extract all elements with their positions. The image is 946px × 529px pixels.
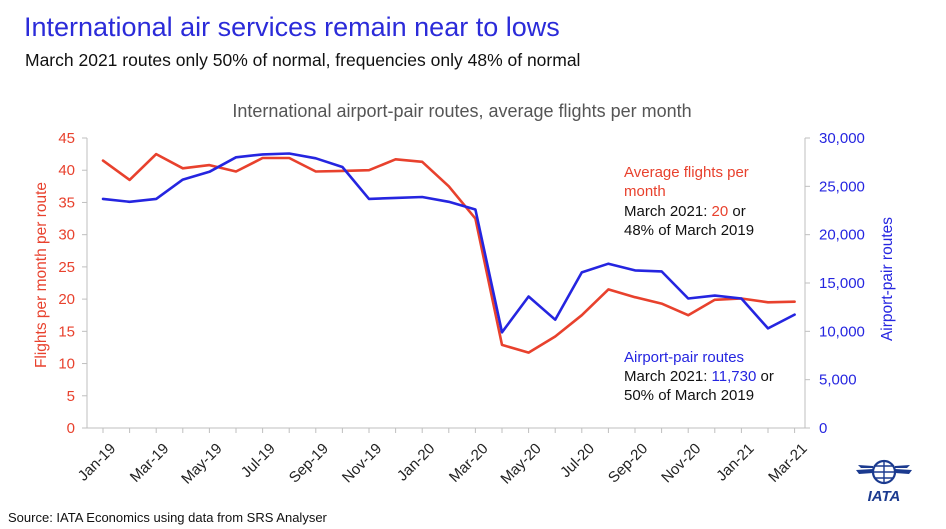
x-axis-tick-label: Nov-20 — [658, 440, 704, 486]
x-axis-tick-label: May-20 — [497, 440, 544, 487]
right-axis-tick-label: 25,000 — [819, 178, 865, 195]
chart-title: International airport-pair routes, avera… — [232, 101, 691, 121]
x-axis-tick-label: Mar-20 — [446, 440, 492, 486]
flights-annotation-prefix: March 2021: — [624, 203, 712, 220]
left-axis-tick-label: 15 — [58, 323, 75, 340]
left-axis-tick-label: 45 — [58, 130, 75, 147]
left-axis-tick-label: 10 — [58, 356, 75, 373]
left-axis-tick-label: 5 — [67, 388, 75, 405]
right-axis-title: Airport-pair routes — [879, 217, 896, 341]
source-note: Source: IATA Economics using data from S… — [8, 510, 327, 525]
chart-axes: 0 5 10 15 20 25 30 35 40 45 0 5,000 10,000 15,000 20,0… — [33, 130, 896, 488]
flights-annotation-heading: Average flights per — [624, 164, 749, 181]
routes-annotation-line2: 50% of March 2019 — [624, 387, 754, 404]
x-axis-tick-label: Mar-19 — [127, 440, 173, 486]
x-axis-tick-label: Sep-19 — [286, 440, 332, 486]
left-axis-tick-label: 40 — [58, 162, 75, 179]
page-subtitle: March 2021 routes only 50% of normal, fr… — [25, 50, 581, 70]
x-axis-tick-label: Sep-20 — [605, 440, 651, 486]
flights-annotation-line1: March 2021: 20 or — [624, 203, 746, 220]
x-axis-tick-label: Nov-19 — [339, 440, 385, 486]
chart-annotations: Average flights per month March 2021: 20 o… — [624, 164, 774, 404]
routes-annotation-suffix: or — [756, 368, 774, 385]
chart-series — [101, 152, 796, 354]
x-axis-tick-label: May-19 — [178, 440, 225, 487]
left-axis-tick-label: 25 — [58, 259, 75, 276]
series-flights-group — [101, 152, 796, 354]
flights-annotation-value: 20 — [712, 203, 729, 220]
flights-annotation-heading-2: month — [624, 183, 666, 200]
right-axis-tick-label: 30,000 — [819, 130, 865, 147]
x-axis-tick-label: Jan-21 — [713, 440, 757, 484]
series-line-flights — [101, 152, 796, 354]
left-axis-tick-label: 35 — [58, 194, 75, 211]
right-axis-tick-label: 15,000 — [819, 275, 865, 292]
right-axis-tick-label: 0 — [819, 420, 827, 437]
svg-text:IATA: IATA — [868, 488, 901, 504]
x-axis-tick-label: Jan-19 — [75, 440, 119, 484]
routes-annotation-prefix: March 2021: — [624, 368, 712, 385]
routes-annotation-heading: Airport-pair routes — [624, 349, 744, 366]
x-axis-tick-label: Jan-20 — [394, 440, 438, 484]
right-axis-tick-label: 20,000 — [819, 227, 865, 244]
left-axis-tick-label: 30 — [58, 227, 75, 244]
x-axis-tick-label: Mar-21 — [765, 440, 811, 486]
left-axis-tick-label: 20 — [58, 291, 75, 308]
routes-annotation-value: 11,730 — [712, 368, 757, 385]
page-title: International air services remain near t… — [24, 12, 560, 42]
iata-logo-icon: IATA — [856, 459, 912, 504]
left-axis-tick-label: 0 — [67, 420, 75, 437]
x-axis-tick-label: Jul-20 — [557, 440, 598, 481]
flights-annotation-line2: 48% of March 2019 — [624, 222, 754, 239]
routes-annotation-line1: March 2021: 11,730 or — [624, 368, 774, 385]
series-routes-group — [101, 152, 796, 334]
right-axis-tick-label: 5,000 — [819, 372, 857, 389]
series-line-routes — [101, 152, 796, 334]
flights-annotation-suffix: or — [728, 203, 746, 220]
left-axis-title: Flights per month per route — [33, 182, 50, 368]
right-axis-tick-label: 10,000 — [819, 323, 865, 340]
x-axis-tick-label: Jul-19 — [238, 440, 279, 481]
